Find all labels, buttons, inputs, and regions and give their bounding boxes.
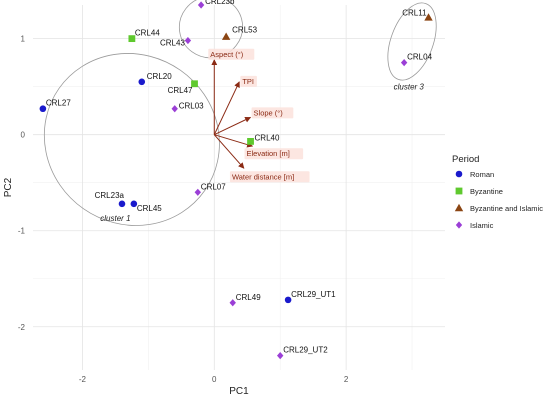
y-axis-title: PC2 (3, 177, 14, 197)
point-label: CRL04 (407, 53, 432, 62)
point-label: CRL44 (135, 29, 160, 38)
legend-key-square (456, 188, 463, 195)
point-label: CRL23b (205, 0, 235, 6)
data-point-crl43 (185, 37, 191, 44)
cluster-label: cluster 3 (394, 83, 425, 92)
point-label: CRL53 (232, 26, 257, 35)
data-point-crl20 (138, 79, 145, 86)
point-label: CRL29_UT1 (291, 290, 336, 299)
point-label: CRL43 (160, 39, 185, 48)
cluster-label: cluster 1 (100, 214, 130, 223)
loading-vector-arrow (214, 117, 250, 134)
legend-key-circle (456, 171, 463, 178)
x-tick-label: 2 (344, 375, 349, 384)
point-label: CRL03 (179, 102, 204, 111)
vector-layer: Aspect (°) TPI Slope (°) Elevation [m] Water… (208, 49, 309, 183)
point-label: CRL11 (402, 8, 427, 17)
y-tick-label: -1 (18, 227, 26, 236)
vector-label: Elevation [m] (247, 149, 290, 158)
x-tick-label: 0 (212, 375, 217, 384)
point-label: CRL45 (137, 204, 162, 213)
point-label: CRL47 (168, 86, 193, 95)
point-label: CRL27 (46, 99, 71, 108)
legend-label: Roman (470, 170, 494, 179)
x-axis-title: PC1 (229, 386, 249, 397)
legend-label: Byzantine (470, 187, 503, 196)
vector-label: Aspect (°) (210, 50, 244, 59)
y-tick-label: 1 (21, 35, 26, 44)
legend-title: Period (452, 154, 479, 165)
legend-label: Islamic (470, 221, 494, 230)
vector-label: Slope (°) (254, 108, 284, 117)
legend-key-triangle (455, 204, 463, 211)
vector-label: TPI (242, 77, 254, 86)
point-label: CRL49 (236, 293, 261, 302)
legend-label: Byzantine and Islamic (470, 204, 543, 213)
point-label: CRL40 (255, 133, 280, 142)
data-point-crl40 (247, 138, 254, 145)
data-point-crl23b (198, 1, 204, 8)
data-point-crl53 (222, 32, 230, 39)
point-label: CRL07 (201, 182, 226, 191)
point-label: CRL23a (95, 191, 125, 200)
y-tick-label: -2 (18, 323, 26, 332)
point-label: CRL20 (147, 72, 172, 81)
data-point-crl23a (119, 201, 126, 208)
point-label: CRL29_UT2 (283, 346, 328, 355)
legend-key-diamond (456, 221, 462, 228)
x-tick-label: -2 (79, 375, 87, 384)
vector-label: Water distance [m] (232, 172, 294, 181)
legend-layer: Period Roman Byzantine Byzantine and Islami… (452, 154, 543, 230)
loading-vector-arrow (214, 82, 239, 135)
data-point-crl03 (172, 105, 178, 112)
y-tick-label: 0 (21, 131, 26, 140)
